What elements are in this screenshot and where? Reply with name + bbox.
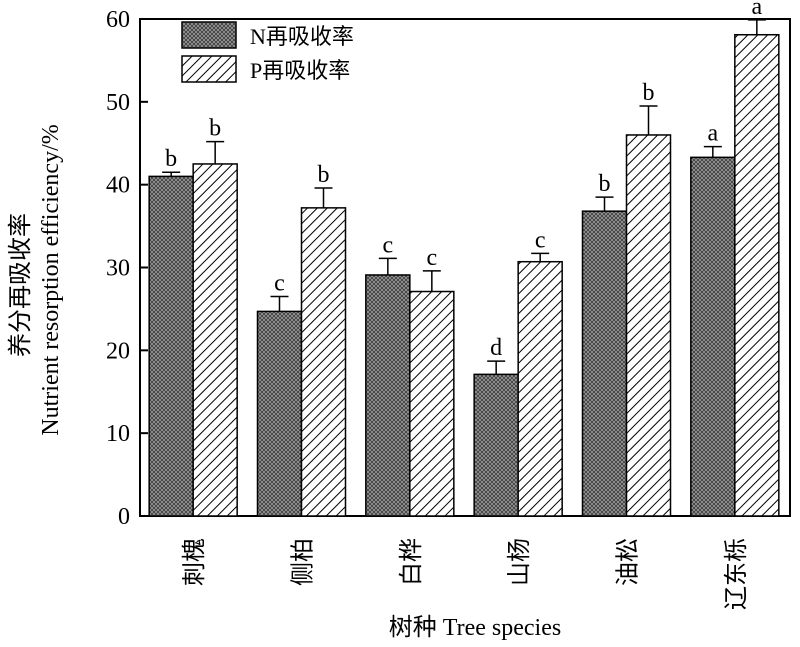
bar (148, 175, 194, 517)
x-tick-label: 侧柏 (290, 538, 317, 586)
plot-area: 0 10 20 30 40 50 60 刺槐 b b 侧柏 c b 白桦 c c 山杨 d c 油松 b b 辽东栎 a a (106, 0, 791, 610)
y-tick-label: 50 (106, 90, 130, 116)
bar (581, 210, 628, 517)
significance-label: c (274, 270, 285, 296)
bar (256, 310, 303, 517)
y-tick-label: 0 (118, 504, 130, 530)
bar (473, 373, 519, 517)
x-tick-label: 白桦 (398, 538, 425, 586)
significance-label: c (383, 232, 394, 258)
significance-label: a (708, 121, 719, 147)
y-axis-label-en: Nutrient resorption efficiency/% (38, 124, 64, 435)
y-tick-label: 20 (106, 338, 130, 364)
x-tick-label: 油松 (615, 538, 642, 586)
y-tick-label: 30 (106, 256, 130, 282)
x-axis-label: 树种 Tree species (389, 614, 561, 641)
x-tick-label: 刺槐 (181, 538, 208, 586)
y-tick-label: 60 (106, 7, 130, 33)
legend: N再吸收率 P再吸收率 (181, 21, 354, 83)
significance-label: b (165, 146, 177, 172)
y-tick-label: 40 (106, 173, 130, 199)
bar (192, 163, 238, 517)
significance-label: b (599, 171, 611, 197)
x-tick-label: 山杨 (506, 538, 533, 586)
bar (300, 207, 347, 517)
significance-label: b (318, 162, 330, 188)
significance-label: d (490, 335, 502, 361)
significance-label: b (643, 80, 655, 106)
legend-swatch-p (181, 55, 237, 83)
bar (625, 134, 672, 517)
significance-label: c (427, 245, 438, 271)
bar (517, 260, 563, 517)
legend-label-p: P再吸收率 (250, 58, 350, 83)
significance-label: c (535, 227, 546, 253)
legend-label-n: N再吸收率 (250, 24, 354, 49)
bar (690, 156, 736, 517)
significance-label: b (209, 116, 221, 142)
legend-swatch-n (181, 21, 237, 49)
y-axis-label-cn: 养分再吸收率 (7, 213, 34, 357)
bar (365, 274, 411, 517)
x-tick-label: 辽东栎 (723, 538, 750, 610)
bar (409, 290, 455, 517)
y-tick-label: 10 (106, 421, 130, 447)
significance-label: a (752, 0, 763, 20)
bar (734, 33, 780, 517)
